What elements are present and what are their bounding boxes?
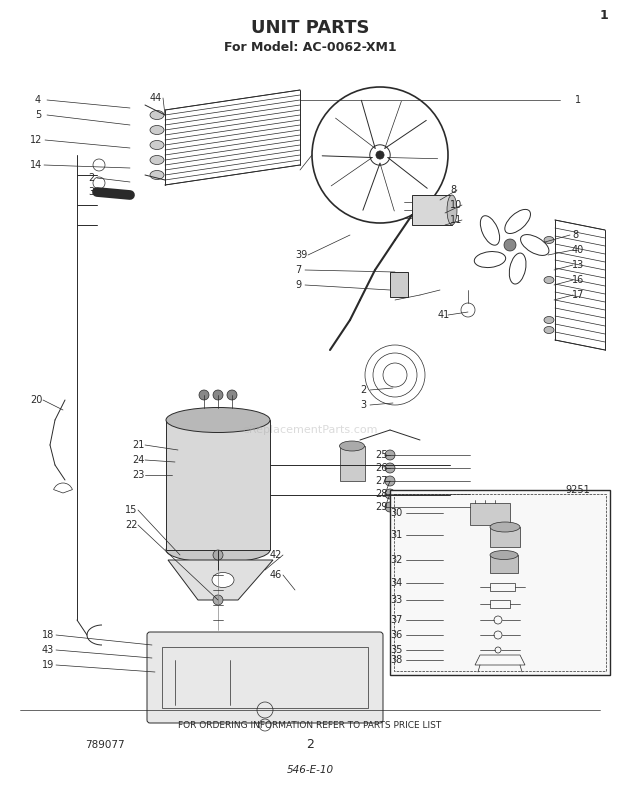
Text: 11: 11	[450, 215, 463, 225]
Circle shape	[227, 390, 237, 400]
Text: 26: 26	[375, 463, 388, 473]
Circle shape	[504, 239, 516, 251]
Circle shape	[385, 463, 395, 473]
Bar	[340, 446, 365, 481]
Bar	[490, 555, 518, 573]
Bar	[162, 647, 368, 708]
Text: 25: 25	[375, 450, 388, 460]
Ellipse shape	[150, 171, 164, 179]
Text: 40: 40	[572, 245, 584, 255]
Text: 9: 9	[295, 280, 301, 290]
Ellipse shape	[166, 408, 270, 433]
Ellipse shape	[150, 110, 164, 120]
Text: 2: 2	[306, 738, 314, 752]
Text: 44: 44	[150, 93, 162, 103]
Text: 7: 7	[295, 265, 301, 275]
Text: 21: 21	[132, 440, 144, 450]
Circle shape	[385, 489, 395, 499]
Text: 1: 1	[575, 95, 581, 105]
Ellipse shape	[447, 195, 457, 225]
Text: 2: 2	[360, 385, 366, 395]
Text: 546-E-10: 546-E-10	[286, 765, 334, 775]
Text: 37: 37	[391, 615, 403, 625]
Text: 3: 3	[88, 187, 94, 197]
Bar	[412, 195, 452, 225]
Bar	[490, 527, 520, 547]
Text: 8: 8	[572, 230, 578, 240]
Text: 1: 1	[600, 9, 608, 21]
Text: 4: 4	[35, 95, 41, 105]
Text: 18: 18	[42, 630, 55, 640]
Text: 46: 46	[270, 570, 282, 580]
Polygon shape	[168, 560, 273, 600]
Text: 33: 33	[391, 595, 403, 605]
Bar	[390, 490, 610, 675]
Text: 27: 27	[375, 476, 388, 486]
Circle shape	[213, 595, 223, 605]
Text: 31: 31	[391, 530, 403, 540]
Bar	[490, 600, 510, 608]
Bar	[390, 272, 408, 297]
Text: 15: 15	[125, 505, 138, 515]
Ellipse shape	[150, 156, 164, 164]
Text: 12: 12	[30, 135, 42, 145]
Ellipse shape	[490, 522, 520, 532]
Text: 23: 23	[132, 470, 144, 480]
Ellipse shape	[544, 237, 554, 243]
Text: 19: 19	[42, 660, 55, 670]
Text: 30: 30	[391, 508, 403, 518]
Text: 9251: 9251	[565, 485, 590, 495]
Text: 10: 10	[450, 200, 463, 210]
Text: 32: 32	[391, 555, 403, 565]
Text: For Model: AC-0062-XM1: For Model: AC-0062-XM1	[224, 40, 396, 54]
Text: FOR ORDERING INFORMATION REFER TO PARTS PRICE LIST: FOR ORDERING INFORMATION REFER TO PARTS …	[179, 721, 441, 730]
Bar	[394, 494, 606, 671]
Ellipse shape	[166, 538, 270, 563]
Text: 8: 8	[450, 185, 456, 195]
Ellipse shape	[490, 550, 518, 560]
Ellipse shape	[544, 316, 554, 323]
Circle shape	[385, 502, 395, 512]
Circle shape	[213, 550, 223, 560]
Ellipse shape	[150, 141, 164, 150]
Text: 17: 17	[572, 290, 585, 300]
Text: 42: 42	[270, 550, 282, 560]
Bar	[470, 503, 510, 525]
Text: 39: 39	[295, 250, 308, 260]
Bar	[166, 420, 270, 550]
Ellipse shape	[544, 276, 554, 283]
Circle shape	[376, 151, 384, 159]
Text: 38: 38	[391, 655, 403, 665]
Text: 35: 35	[391, 645, 403, 655]
Text: UNIT PARTS: UNIT PARTS	[250, 19, 370, 37]
Ellipse shape	[150, 125, 164, 135]
Text: 14: 14	[30, 160, 42, 170]
FancyBboxPatch shape	[147, 632, 383, 723]
Text: 29: 29	[375, 502, 388, 512]
Text: 36: 36	[391, 630, 403, 640]
Circle shape	[199, 390, 209, 400]
Text: 34: 34	[391, 578, 403, 588]
Text: 5: 5	[35, 110, 42, 120]
Text: 2: 2	[88, 173, 94, 183]
Text: 28: 28	[375, 489, 388, 499]
Circle shape	[385, 450, 395, 460]
Text: 13: 13	[572, 260, 584, 270]
Circle shape	[213, 390, 223, 400]
Text: 16: 16	[572, 275, 584, 285]
Text: 789077: 789077	[85, 740, 125, 750]
Ellipse shape	[212, 572, 234, 588]
Text: eReplacementParts.com: eReplacementParts.com	[242, 425, 378, 435]
Text: 43: 43	[42, 645, 55, 655]
Bar	[490, 583, 515, 591]
Text: 22: 22	[125, 520, 138, 530]
Text: 24: 24	[132, 455, 144, 465]
Text: 20: 20	[30, 395, 42, 405]
Ellipse shape	[340, 441, 365, 451]
Circle shape	[385, 476, 395, 486]
Text: 3: 3	[360, 400, 366, 410]
Text: 41: 41	[438, 310, 450, 320]
Ellipse shape	[544, 327, 554, 334]
